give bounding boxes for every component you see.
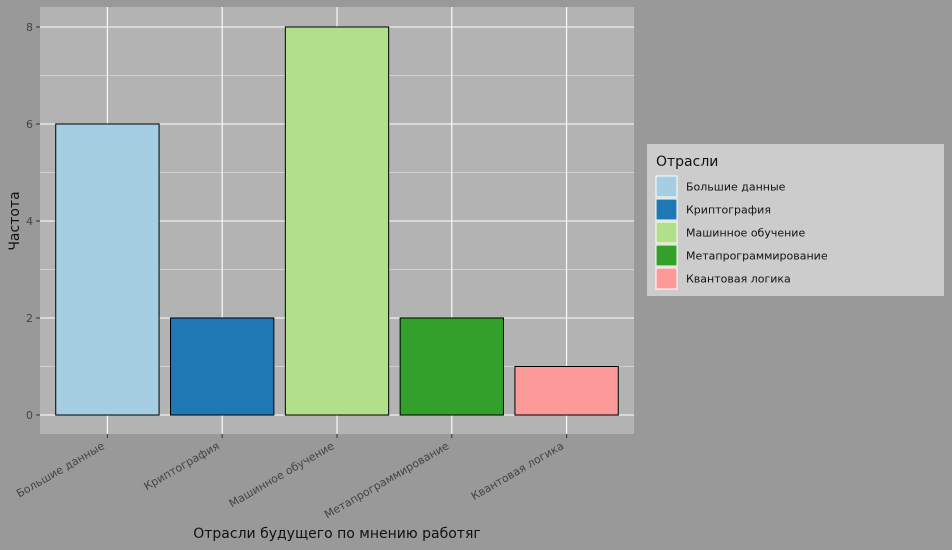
y-tick-label: 0 (26, 409, 33, 422)
legend-label: Большие данные (686, 181, 786, 194)
legend-label: Метапрограммирование (686, 250, 828, 263)
legend-key (655, 221, 678, 244)
y-tick-label: 8 (26, 21, 33, 34)
legend-label: Квантовая логика (686, 273, 791, 286)
legend-label: Криптография (686, 204, 771, 217)
legend-background (647, 144, 944, 296)
legend: Отрасли Большие данные Криптография Машинн… (647, 144, 944, 296)
bar (55, 123, 160, 416)
y-tick-label: 2 (26, 312, 33, 325)
bar (284, 26, 390, 416)
legend-key (655, 244, 678, 267)
y-tick-label: 6 (26, 118, 33, 131)
legend-key (655, 267, 678, 290)
legend-key (655, 198, 678, 221)
legend-label: Машинное обучение (686, 227, 805, 240)
legend-key (655, 175, 678, 198)
legend-items: Большие данные Криптография Машинное обуче… (655, 175, 828, 290)
bar (514, 366, 619, 416)
y-tick-label: 4 (26, 215, 33, 228)
legend-title: Отрасли (656, 154, 718, 170)
y-axis-title: Частота (7, 191, 23, 250)
bar (399, 317, 504, 416)
bars (55, 26, 619, 416)
bar (170, 317, 275, 416)
x-axis-title: Отрасли будущего по мнению работяг (193, 526, 480, 542)
